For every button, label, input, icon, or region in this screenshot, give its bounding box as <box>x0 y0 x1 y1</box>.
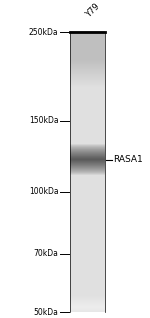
Text: Y79: Y79 <box>84 3 102 20</box>
Text: 70kDa: 70kDa <box>34 249 58 258</box>
Text: 150kDa: 150kDa <box>29 116 58 126</box>
Text: 100kDa: 100kDa <box>29 187 58 196</box>
Text: 50kDa: 50kDa <box>34 308 58 317</box>
Text: RASA1: RASA1 <box>113 155 143 164</box>
Text: 250kDa: 250kDa <box>29 28 58 37</box>
